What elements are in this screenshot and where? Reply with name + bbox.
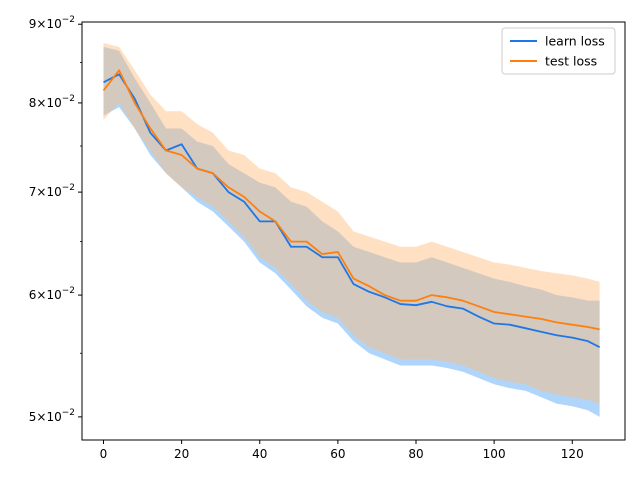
x-tick-label-5: 100 xyxy=(483,447,506,461)
series-lines xyxy=(102,69,601,348)
x-tick-label-3: 60 xyxy=(330,447,345,461)
y-tick-label-1: 6×10−2 xyxy=(29,286,75,302)
x-tick-label-2: 40 xyxy=(252,447,267,461)
x-tick-label-0: 0 xyxy=(100,447,108,461)
band-series-1 xyxy=(103,43,600,404)
legend-label-0: learn loss xyxy=(545,34,605,49)
confidence-bands xyxy=(103,43,600,417)
y-tick-label-2: 7×10−2 xyxy=(29,183,75,199)
y-tick-label-0: 5×10−2 xyxy=(29,408,75,424)
legend-box xyxy=(501,27,616,75)
line-series-0 xyxy=(103,73,601,348)
band-series-0 xyxy=(103,46,600,417)
x-axis: 0 20 40 60 80 100 120 xyxy=(100,440,584,461)
x-tick-label-4: 80 xyxy=(408,447,423,461)
legend-label-1: test loss xyxy=(545,54,597,69)
legend: learn loss test loss xyxy=(501,27,616,75)
y-tick-label-4: 9×10−2 xyxy=(29,15,75,31)
x-tick-label-6: 120 xyxy=(561,447,584,461)
plot-frame xyxy=(81,21,626,441)
y-tick-label-3: 8×10−2 xyxy=(29,94,75,110)
y-axis: 5×10−2 6×10−2 7×10−2 8×10−2 9×10−2 xyxy=(29,15,82,424)
x-tick-label-1: 20 xyxy=(174,447,189,461)
line-series-1 xyxy=(102,69,600,331)
